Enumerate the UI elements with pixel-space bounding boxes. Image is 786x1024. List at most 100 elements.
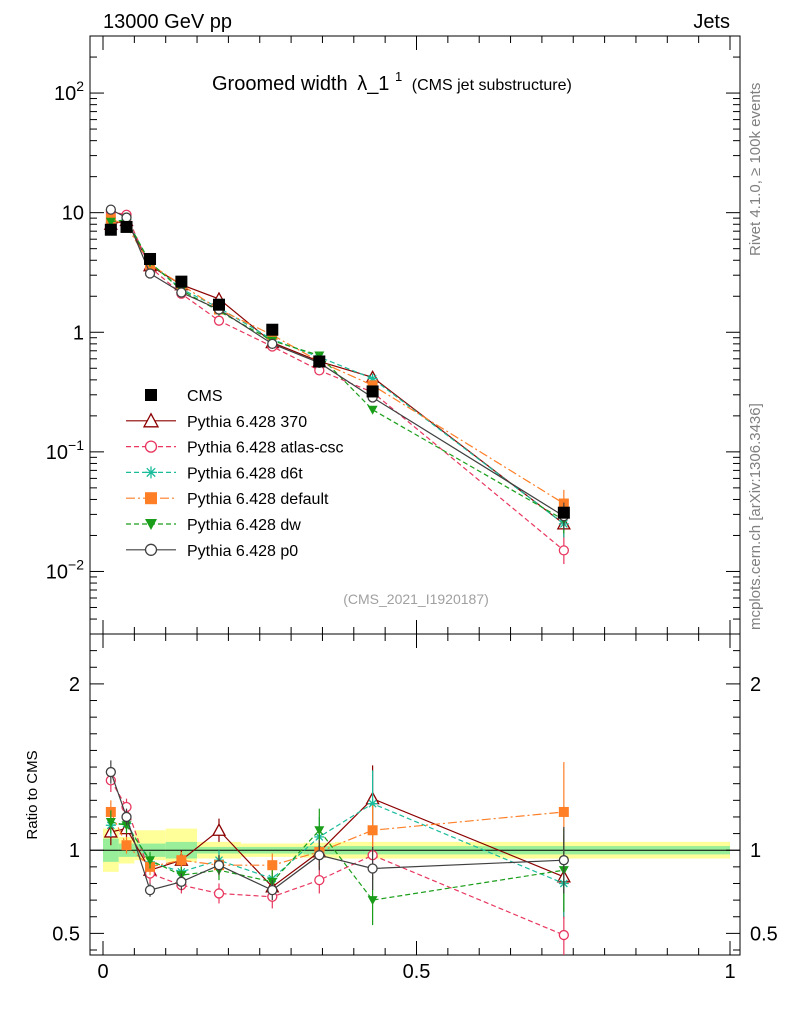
y-tick-base: 10 [54,83,76,105]
y-tick-label: 10−1 [46,437,84,464]
ratio-y-tick-label-right: 2 [750,674,761,696]
legend-entry: Pythia 6.428 p0 [126,543,298,560]
header-left: 13000 GeV pp [103,11,232,33]
star-stroke [368,799,377,808]
ratio-y-tick-label-right: 0.5 [750,923,778,945]
y-tick-base: 1 [73,322,84,344]
analysis-id: (CMS_2021_I1920187) [343,591,489,607]
y-tick-exponent: 2 [76,78,84,94]
star-stroke [146,467,156,478]
data-point [145,492,157,505]
y-tick-label: 10 [62,203,84,225]
data-point [314,850,325,861]
data-point [145,389,157,401]
main-series-layer [103,204,571,565]
series-line [110,219,565,525]
y-tick-exponent: −1 [68,437,84,453]
legend-entry: CMS [145,388,223,405]
x-tick-label: 0 [97,961,108,983]
data-point [558,929,569,941]
data-point [145,856,156,866]
series-4 [105,213,569,518]
series-3 [105,214,569,538]
data-point [314,875,325,886]
legend-entry: Pythia 6.428 d6t [126,465,303,482]
header-right: Jets [693,11,730,33]
side-label-top: Rivet 4.1.0, ≥ 100k events [747,83,764,256]
series-0 [104,220,570,519]
data-point [367,380,378,391]
x-tick-label: 1 [724,961,735,983]
data-point [145,519,157,530]
data-point [121,212,132,223]
data-point [213,315,225,326]
series-6 [105,204,569,530]
data-point [267,860,278,871]
data-point [367,896,378,906]
series-2 [105,206,569,565]
ratio-series-6 [105,760,569,901]
data-point [366,385,379,398]
data-point [213,888,225,899]
legend-label: Pythia 6.428 atlas-csc [187,440,344,457]
plot-title-main: Groomed width [212,73,348,95]
data-point [144,252,157,265]
data-point [144,884,156,896]
data-point [142,412,160,428]
ratio-y-tick-label: 2 [69,674,80,696]
data-point [144,440,158,453]
data-point [105,817,116,827]
x-tick-label: 0.5 [403,961,431,983]
legend-entry: Pythia 6.428 370 [126,412,307,431]
data-point [105,766,116,778]
y-tick-base: 10 [46,561,68,583]
y-tick-label: 1 [73,322,84,344]
series-line [110,218,565,505]
data-point [313,355,326,368]
ratio-y-tick-label: 0.5 [52,923,80,945]
data-point [212,298,225,311]
legend-entry: Pythia 6.428 dw [126,517,301,534]
data-point [175,275,188,288]
legend-label: Pythia 6.428 370 [187,414,307,431]
legend-entry: Pythia 6.428 atlas-csc [126,440,344,457]
y-tick-label: 102 [54,78,84,105]
data-point [144,268,156,279]
series-1 [103,213,571,538]
data-point [176,876,187,887]
y-tick-exponent: −2 [68,556,84,572]
ratio-plot-border [89,633,741,956]
data-point [144,543,158,556]
data-point [105,204,116,215]
series-line [110,209,565,517]
data-point [145,466,157,479]
series-line [110,218,565,525]
data-point [367,863,378,874]
data-point [213,860,225,871]
ratio-plot-frame: 0.5 0.5 1 1 2 2 0 0.5 1 [52,633,778,983]
data-point [121,840,132,851]
ratio-y-tick-label: 1 [69,840,80,862]
plot-title-sup: 1 [395,69,402,84]
data-point [176,287,187,298]
data-point [267,884,278,896]
data-point [105,217,116,227]
y-tick-label: 10−2 [46,556,84,583]
series-line [110,211,565,551]
data-point [120,220,133,233]
legend-label: Pythia 6.428 p0 [187,543,298,560]
data-point [266,323,279,336]
plot-title-symbol: λ_1 [357,73,389,95]
data-point [558,806,569,817]
ratio-series-layer [103,760,571,955]
data-point [367,798,378,809]
side-label-bottom: mcplots.cern.ch [arXiv:1306.3436] [747,403,764,630]
legend-label: Pythia 6.428 default [187,491,329,508]
data-point [558,545,569,556]
y-tick-base: 10 [46,442,68,464]
legend: CMS Pythia 6.428 370 Pythia 6.428 atlas-cs… [126,388,344,560]
data-point [267,338,278,350]
data-point [121,811,132,823]
